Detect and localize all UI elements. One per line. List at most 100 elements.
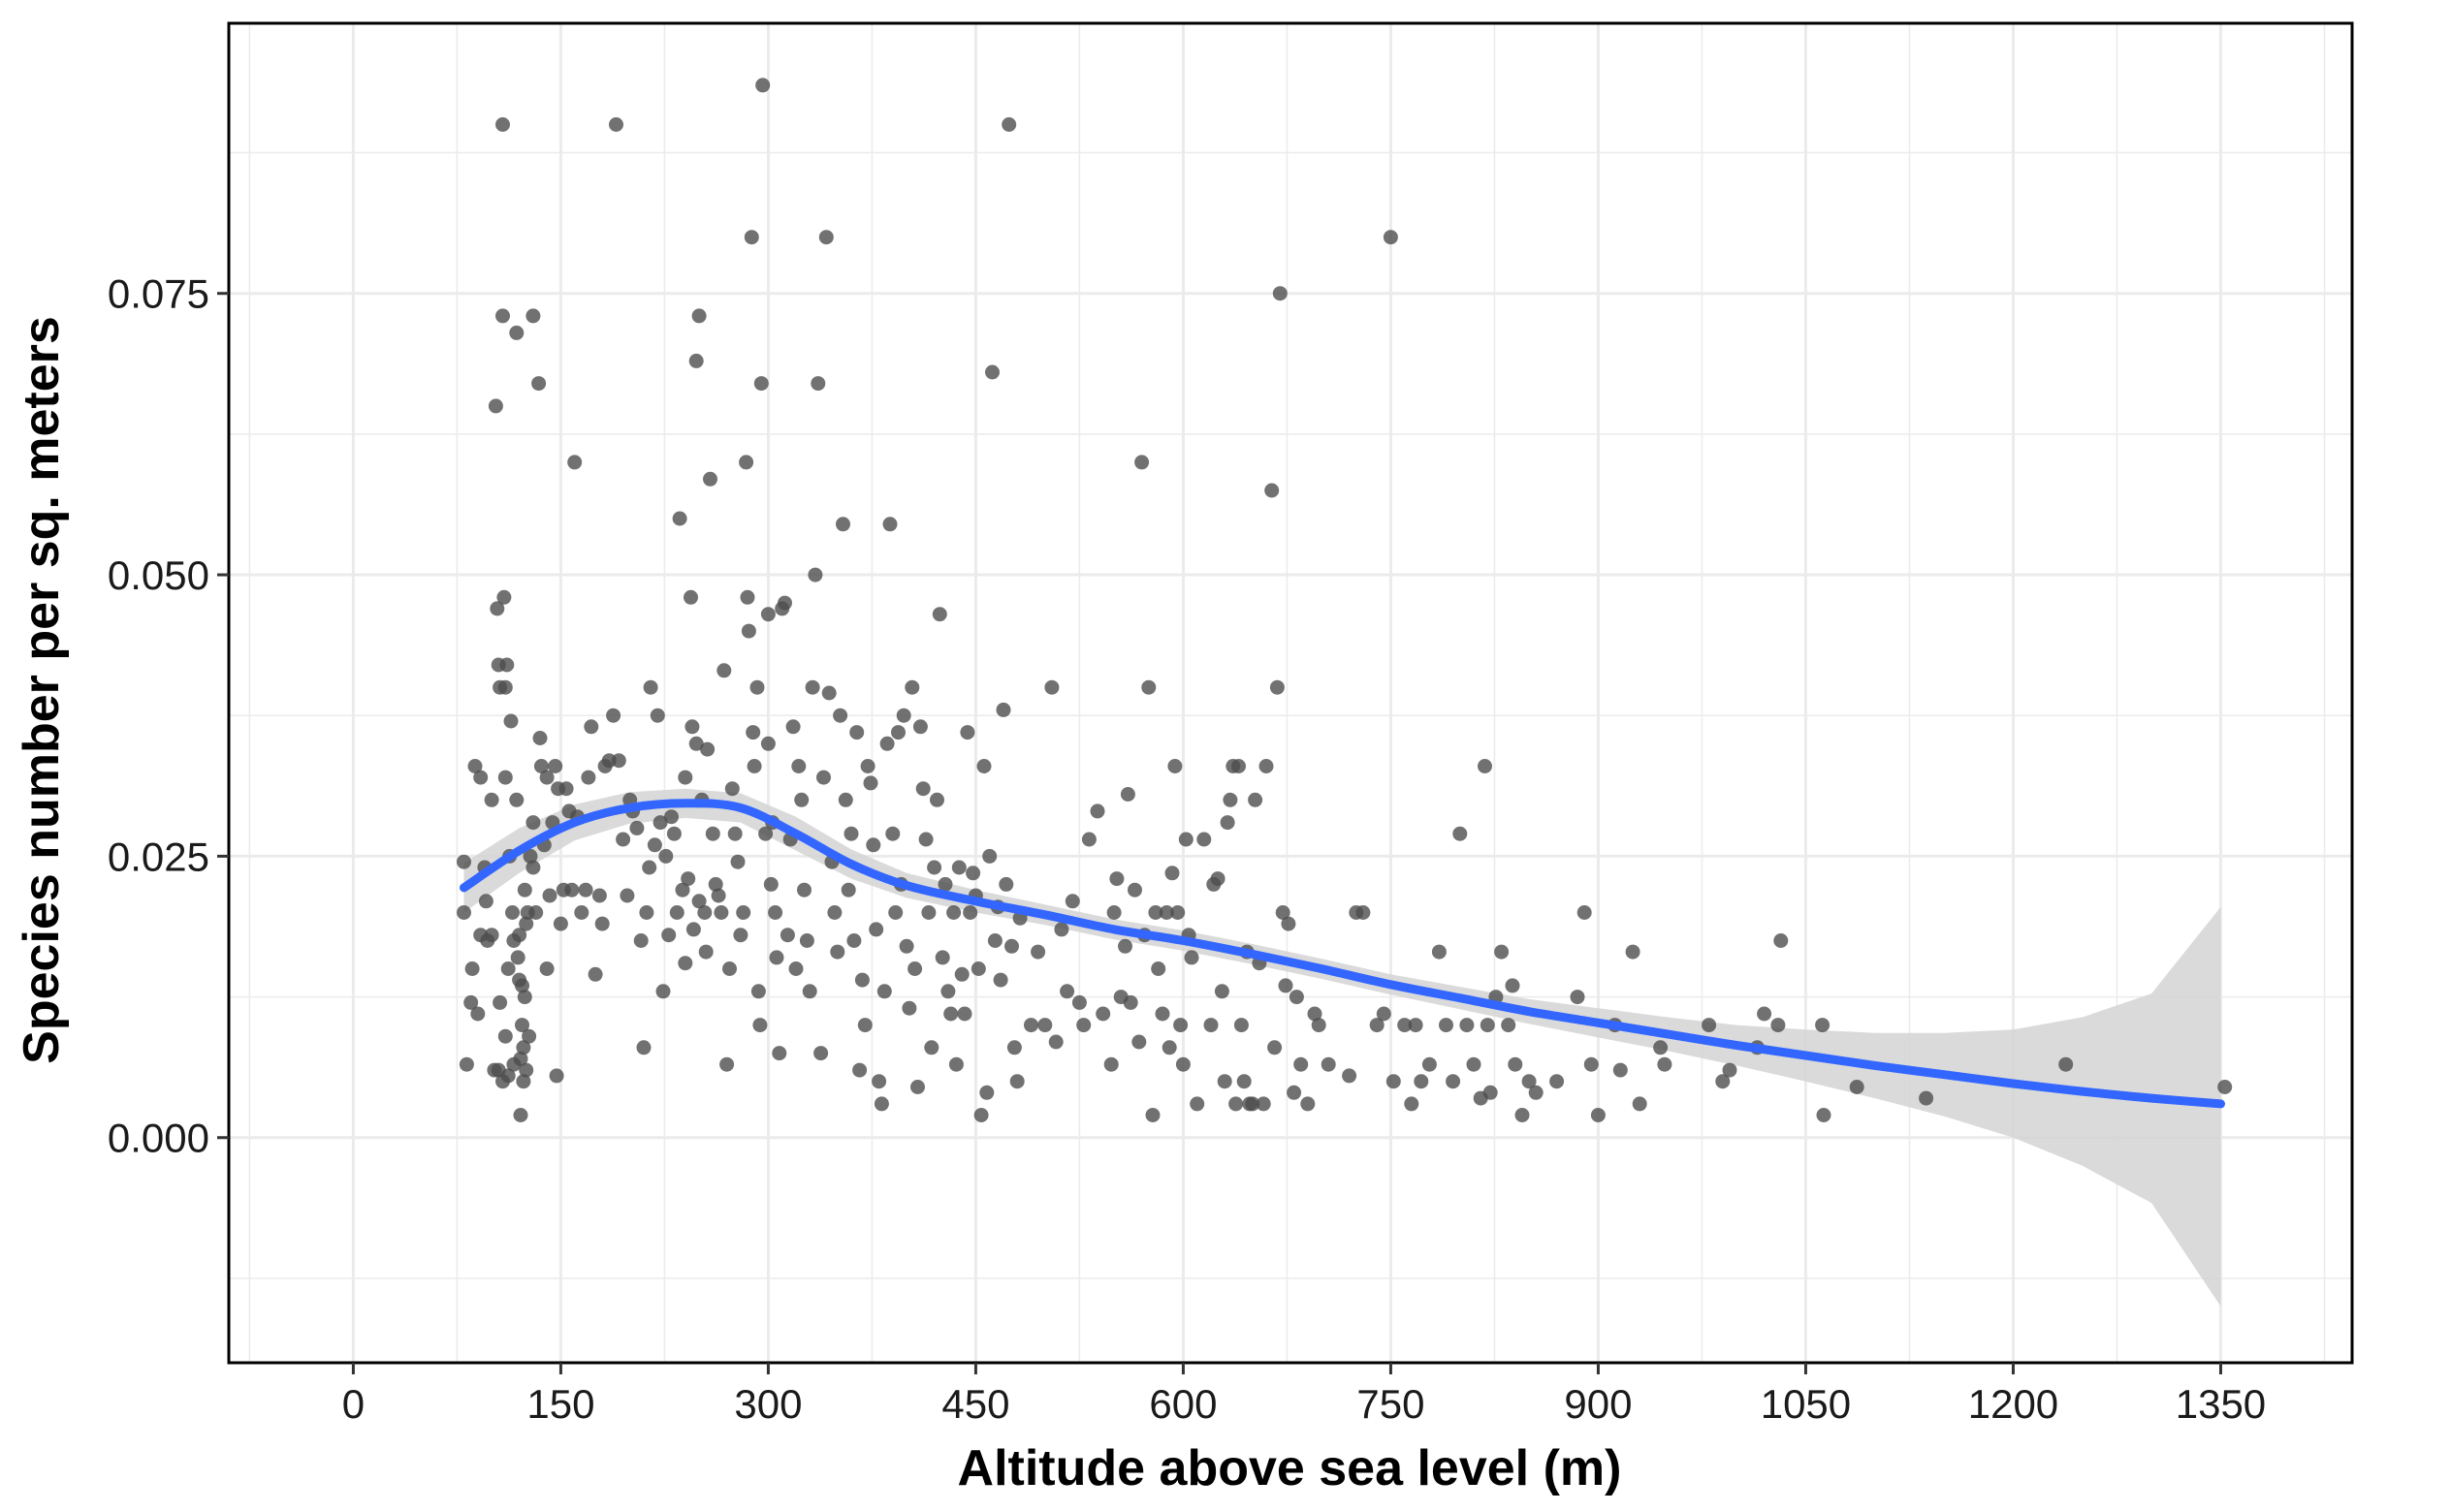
data-point	[905, 679, 920, 695]
y-axis-ticks: 0.000 0.025 0.050 0.075	[108, 271, 229, 1161]
data-point	[564, 882, 580, 898]
data-point	[581, 770, 596, 785]
data-point	[515, 978, 529, 993]
data-point	[938, 876, 953, 892]
panel-border	[227, 21, 2354, 1365]
data-point	[532, 731, 548, 745]
data-point	[930, 792, 944, 807]
data-point	[927, 860, 942, 875]
data-point	[747, 759, 762, 773]
data-point	[685, 922, 701, 937]
data-point	[1408, 1018, 1423, 1033]
y-tick-label: 0.050	[108, 552, 209, 598]
data-point	[705, 826, 720, 841]
data-point	[516, 1040, 531, 1055]
data-point	[996, 702, 1011, 717]
data-point	[1167, 759, 1183, 773]
data-point	[999, 876, 1014, 892]
data-point	[684, 719, 700, 735]
y-tick-label: 0.000	[108, 1116, 209, 1161]
x-tick-label: 750	[1356, 1381, 1424, 1427]
data-point	[976, 759, 992, 773]
data-point	[1278, 978, 1293, 993]
data-point	[620, 888, 635, 903]
data-point	[885, 826, 901, 841]
data-point	[1228, 1096, 1244, 1112]
data-point	[1466, 1056, 1481, 1072]
data-point	[760, 736, 776, 751]
data-point	[1081, 832, 1097, 847]
data-point	[548, 759, 563, 773]
data-point	[963, 905, 978, 920]
data-point	[1037, 1018, 1053, 1033]
data-point	[846, 933, 862, 948]
data-point	[1004, 938, 1019, 954]
data-point	[818, 230, 834, 245]
data-point	[574, 905, 589, 920]
data-point	[1217, 1074, 1232, 1089]
data-point	[672, 511, 687, 526]
data-point	[733, 928, 748, 943]
data-point	[497, 679, 513, 695]
data-point	[1773, 933, 1789, 948]
data-point	[681, 871, 696, 887]
y-tick-label: 0.075	[108, 271, 209, 317]
data-point	[500, 1068, 516, 1084]
data-point	[808, 567, 823, 583]
data-point	[785, 719, 801, 735]
data-point	[966, 866, 981, 881]
data-point	[714, 905, 729, 920]
data-point	[1118, 938, 1132, 954]
data-point	[907, 961, 923, 976]
data-point	[1321, 1056, 1336, 1072]
data-point	[588, 966, 603, 982]
data-point	[1269, 679, 1285, 695]
data-point	[1155, 1006, 1170, 1022]
data-point	[1162, 1040, 1177, 1055]
data-point	[758, 826, 774, 841]
data-point	[769, 950, 784, 965]
data-point	[457, 854, 471, 869]
data-point	[1583, 1056, 1599, 1072]
data-point	[1090, 803, 1105, 819]
data-point	[1170, 905, 1186, 920]
data-point	[1220, 815, 1235, 831]
data-point	[678, 956, 693, 971]
data-point	[960, 725, 975, 740]
data-point	[940, 984, 956, 999]
data-point	[1096, 1006, 1111, 1022]
data-point	[1414, 1074, 1429, 1089]
x-tick-label: 0	[342, 1381, 365, 1427]
data-point	[882, 517, 898, 532]
data-point	[666, 826, 682, 841]
data-point	[510, 950, 525, 965]
data-point	[495, 117, 510, 132]
data-point	[918, 832, 934, 847]
data-point	[1612, 1062, 1628, 1078]
data-point	[503, 713, 519, 729]
data-point	[1549, 1074, 1565, 1089]
data-point	[1480, 1018, 1495, 1033]
data-point	[629, 820, 645, 835]
y-gridlines	[229, 151, 2352, 1279]
data-point	[1421, 1056, 1437, 1072]
data-point	[749, 679, 765, 695]
data-point	[691, 894, 707, 909]
data-point	[515, 1018, 529, 1033]
data-point	[1521, 1074, 1537, 1089]
data-point	[658, 848, 674, 864]
data-point	[833, 708, 848, 723]
data-point	[1267, 1040, 1283, 1055]
data-point	[1245, 1096, 1260, 1112]
data-point	[496, 589, 512, 605]
data-point	[797, 882, 812, 898]
data-point	[1757, 1006, 1772, 1022]
data-point	[876, 984, 892, 999]
data-point	[499, 657, 515, 673]
data-point	[708, 876, 723, 892]
data-point	[836, 517, 850, 532]
data-point	[1272, 286, 1288, 301]
data-point	[1164, 866, 1180, 881]
data-point	[642, 860, 657, 875]
